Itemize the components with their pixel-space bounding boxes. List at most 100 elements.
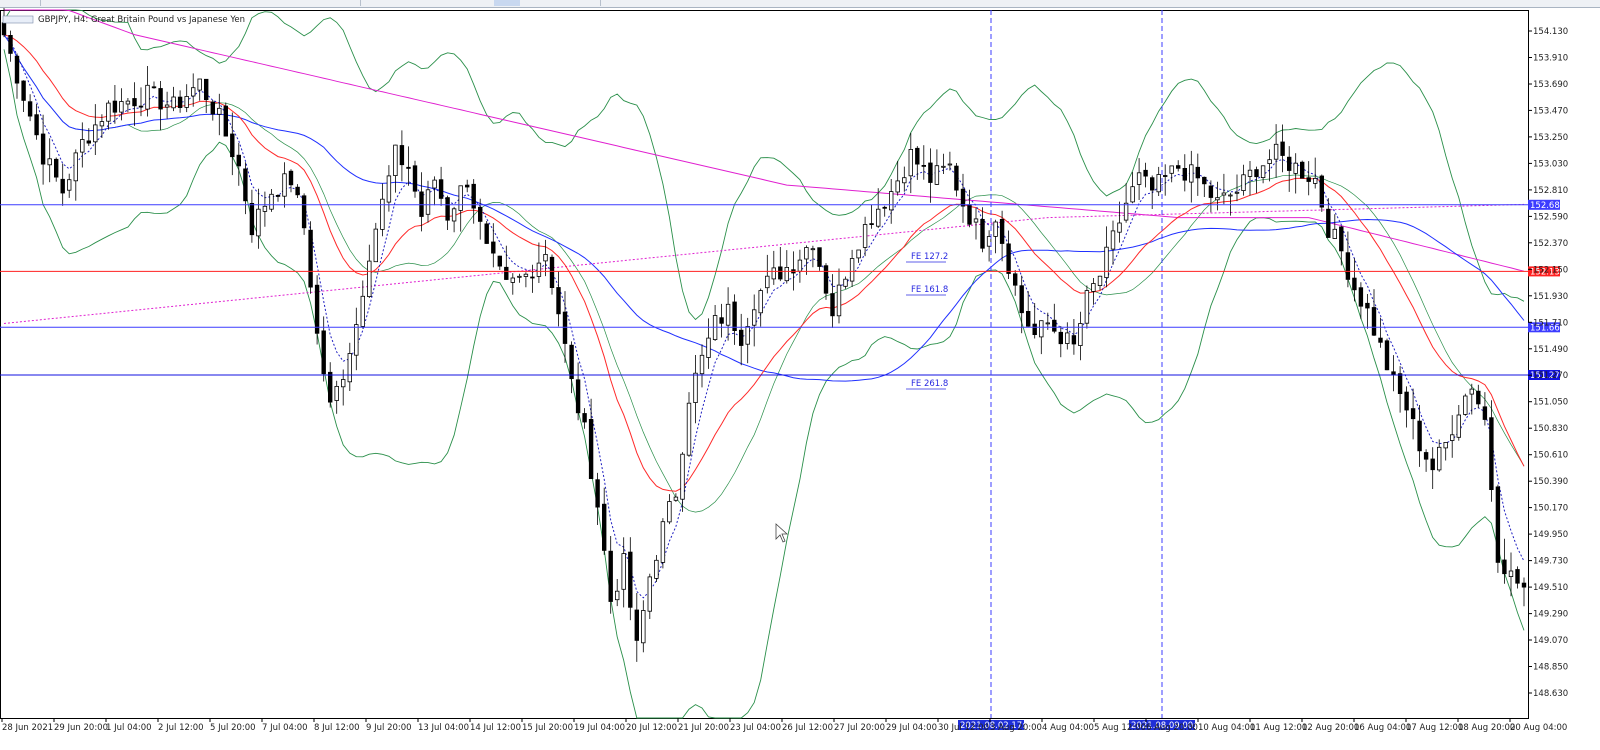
- candle-body[interactable]: [980, 218, 985, 249]
- candle-body[interactable]: [1052, 319, 1057, 332]
- candle-body[interactable]: [1397, 373, 1403, 395]
- candle-body[interactable]: [693, 372, 698, 404]
- candle-body[interactable]: [249, 202, 255, 236]
- candle-body[interactable]: [1423, 452, 1429, 460]
- candle-body[interactable]: [380, 198, 385, 230]
- candle-body[interactable]: [908, 148, 913, 177]
- candle-body[interactable]: [862, 224, 868, 248]
- candle-body[interactable]: [399, 145, 405, 166]
- candle-body[interactable]: [1202, 176, 1207, 185]
- candle-body[interactable]: [1228, 194, 1233, 197]
- candle-body[interactable]: [1365, 302, 1370, 309]
- candle-body[interactable]: [1515, 569, 1520, 584]
- candle-body[interactable]: [1130, 186, 1135, 203]
- candle-body[interactable]: [869, 223, 874, 226]
- candle-body[interactable]: [86, 140, 91, 144]
- candle-body[interactable]: [1345, 252, 1351, 280]
- candle-body[interactable]: [1163, 175, 1168, 177]
- candle-body[interactable]: [1463, 395, 1468, 415]
- candle-body[interactable]: [582, 413, 587, 423]
- candle-body[interactable]: [477, 206, 483, 222]
- candle-body[interactable]: [836, 284, 842, 317]
- candle-body[interactable]: [973, 218, 979, 223]
- candle-body[interactable]: [1195, 166, 1200, 179]
- candle-body[interactable]: [99, 121, 105, 127]
- candle-body[interactable]: [921, 164, 926, 167]
- candle-body[interactable]: [902, 177, 907, 184]
- candle-body[interactable]: [986, 236, 992, 247]
- candle-body[interactable]: [628, 551, 633, 608]
- candle-body[interactable]: [778, 266, 783, 280]
- candle-body[interactable]: [1358, 287, 1364, 307]
- candle-body[interactable]: [941, 165, 946, 168]
- candle-body[interactable]: [615, 590, 620, 601]
- candle-body[interactable]: [797, 259, 803, 272]
- candle-body[interactable]: [543, 253, 548, 262]
- candle-body[interactable]: [54, 158, 59, 178]
- candle-body[interactable]: [295, 186, 300, 196]
- candle-body[interactable]: [119, 101, 124, 113]
- candle-body[interactable]: [1182, 167, 1187, 181]
- candle-body[interactable]: [1417, 420, 1422, 452]
- candle-body[interactable]: [151, 86, 157, 89]
- candle-body[interactable]: [1247, 169, 1253, 177]
- candle-body[interactable]: [1, 22, 7, 36]
- candle-body[interactable]: [634, 609, 639, 641]
- candle-body[interactable]: [236, 154, 241, 167]
- candle-body[interactable]: [256, 208, 261, 237]
- candle-body[interactable]: [112, 100, 118, 113]
- candle-body[interactable]: [523, 273, 529, 277]
- candle-body[interactable]: [817, 247, 822, 267]
- candle-body[interactable]: [354, 324, 359, 356]
- candle-body[interactable]: [367, 260, 372, 298]
- candle-body[interactable]: [1071, 335, 1077, 345]
- candle-body[interactable]: [138, 105, 144, 108]
- candle-body[interactable]: [562, 311, 568, 344]
- candle-body[interactable]: [765, 275, 770, 289]
- candle-body[interactable]: [954, 165, 959, 191]
- toolbar-tab[interactable]: [360, 0, 601, 6]
- candle-body[interactable]: [425, 189, 431, 215]
- candle-body[interactable]: [843, 278, 848, 287]
- candle-body[interactable]: [210, 101, 215, 115]
- candle-body[interactable]: [895, 180, 900, 193]
- candle-body[interactable]: [1371, 307, 1377, 336]
- candle-body[interactable]: [386, 175, 392, 203]
- candle-body[interactable]: [1097, 275, 1103, 287]
- candle-body[interactable]: [673, 496, 679, 501]
- candle-body[interactable]: [1391, 371, 1396, 376]
- candle-body[interactable]: [1260, 165, 1266, 179]
- candle-body[interactable]: [314, 284, 320, 334]
- candle-body[interactable]: [967, 204, 972, 225]
- candle-body[interactable]: [804, 247, 809, 260]
- candle-body[interactable]: [217, 107, 222, 115]
- candle-body[interactable]: [451, 208, 457, 222]
- candle-body[interactable]: [1150, 177, 1155, 191]
- candle-body[interactable]: [171, 96, 176, 109]
- candle-body[interactable]: [810, 248, 816, 251]
- candle-body[interactable]: [282, 173, 287, 197]
- candle-body[interactable]: [1078, 323, 1083, 347]
- candle-body[interactable]: [771, 267, 776, 280]
- candle-body[interactable]: [621, 553, 626, 590]
- candle-body[interactable]: [1176, 165, 1181, 169]
- price-chart[interactable]: 152.686 152.133 151.668 151.272 FE 127.2 FE 1…: [0, 8, 1600, 750]
- candle-body[interactable]: [889, 191, 894, 211]
- candle-body[interactable]: [334, 385, 339, 401]
- candle-body[interactable]: [445, 197, 450, 221]
- candle-body[interactable]: [269, 193, 274, 210]
- candle-body[interactable]: [1469, 388, 1474, 395]
- candle-body[interactable]: [340, 379, 346, 388]
- candle-body[interactable]: [243, 168, 248, 202]
- candle-body[interactable]: [1117, 222, 1122, 233]
- candle-body[interactable]: [1404, 391, 1409, 411]
- candle-body[interactable]: [758, 290, 763, 314]
- candle-body[interactable]: [1495, 486, 1501, 563]
- candle-body[interactable]: [1502, 559, 1507, 575]
- candle-body[interactable]: [1143, 169, 1148, 177]
- candle-body[interactable]: [504, 266, 509, 280]
- candle-body[interactable]: [301, 195, 307, 229]
- candle-body[interactable]: [1300, 161, 1305, 179]
- candle-body[interactable]: [1450, 434, 1455, 441]
- candle-body[interactable]: [647, 576, 652, 612]
